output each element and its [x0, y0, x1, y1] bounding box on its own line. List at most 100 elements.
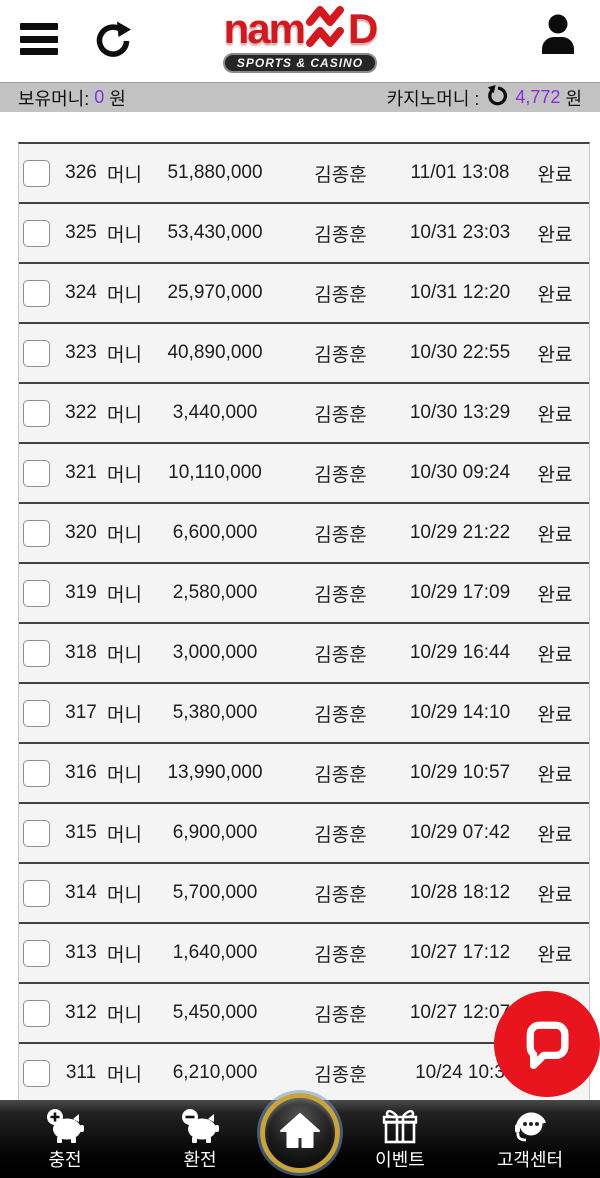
- row-amount: 13,990,000: [167, 762, 263, 783]
- nav-item-event[interactable]: 이벤트: [345, 1108, 455, 1172]
- logo-text-main: nam: [223, 5, 306, 52]
- row-status: 완료: [537, 224, 573, 246]
- row-name: 김종훈: [314, 1004, 367, 1026]
- row-number: 326: [65, 162, 97, 183]
- own-money-value: 0: [94, 87, 105, 107]
- refresh-icon[interactable]: [92, 20, 132, 60]
- row-type: 머니: [107, 1004, 142, 1026]
- row-amount: 10,110,000: [168, 462, 262, 483]
- row-check-cell: [19, 579, 61, 607]
- row-checkbox[interactable]: [23, 399, 50, 427]
- own-money: 보유머니: 0 원: [18, 85, 126, 111]
- nav-label-charge: 충전: [48, 1150, 82, 1170]
- user-profile-icon[interactable]: [538, 12, 578, 58]
- logo-badge: SPORTS & CASINO: [222, 53, 378, 73]
- row-type: 머니: [107, 584, 142, 606]
- table-row[interactable]: 316 머니 13,990,000 김종훈 10/29 10:57 완료: [19, 744, 589, 804]
- table-row[interactable]: 325 머니 53,430,000 김종훈 10/31 23:03 완료: [19, 204, 589, 264]
- casino-refresh-icon[interactable]: [486, 85, 508, 112]
- casino-money-label: 카지노머니 :: [386, 88, 480, 109]
- money-bar: 보유머니: 0 원 카지노머니 : 4,772 원: [0, 82, 600, 112]
- row-number: 324: [65, 282, 97, 303]
- row-number: 322: [65, 402, 97, 423]
- own-money-unit: 원: [109, 88, 126, 109]
- table-row[interactable]: 314 머니 5,700,000 김종훈 10/28 18:12 완료: [19, 864, 589, 924]
- header: nam D SPORTS & CASINO: [0, 0, 600, 82]
- table-row[interactable]: 317 머니 5,380,000 김종훈 10/29 14:10 완료: [19, 684, 589, 744]
- row-date: 10/29 17:09: [409, 582, 511, 603]
- row-checkbox[interactable]: [23, 519, 50, 547]
- row-checkbox[interactable]: [23, 579, 50, 607]
- row-status: 완료: [537, 284, 573, 306]
- row-type: 머니: [107, 404, 142, 426]
- site-logo[interactable]: nam D SPORTS & CASINO: [0, 5, 600, 73]
- row-checkbox[interactable]: [23, 1059, 50, 1087]
- headset-chat-icon: [475, 1108, 585, 1146]
- row-number: 320: [65, 522, 97, 543]
- row-name: 김종훈: [314, 164, 367, 186]
- table-row[interactable]: 324 머니 25,970,000 김종훈 10/31 12:20 완료: [19, 264, 589, 324]
- piggy-bank-minus-icon: [145, 1108, 255, 1146]
- row-date: 10/24 10:3: [415, 1062, 505, 1083]
- row-name: 김종훈: [314, 644, 367, 666]
- nav-item-customer-center[interactable]: 고객센터: [475, 1108, 585, 1172]
- table-row[interactable]: 320 머니 6,600,000 김종훈 10/29 21:22 완료: [19, 504, 589, 564]
- table-row[interactable]: 319 머니 2,580,000 김종훈 10/29 17:09 완료: [19, 564, 589, 624]
- row-checkbox[interactable]: [23, 759, 50, 787]
- row-checkbox[interactable]: [23, 939, 50, 967]
- logo-text-end: D: [348, 5, 378, 52]
- row-checkbox[interactable]: [23, 699, 50, 727]
- row-name: 김종훈: [314, 1064, 367, 1086]
- row-name: 김종훈: [314, 884, 367, 906]
- row-checkbox[interactable]: [23, 459, 50, 487]
- nav-item-charge[interactable]: 충전: [10, 1108, 120, 1172]
- row-checkbox[interactable]: [23, 639, 50, 667]
- chat-button[interactable]: [494, 991, 600, 1097]
- row-name: 김종훈: [314, 464, 367, 486]
- row-name: 김종훈: [314, 704, 367, 726]
- row-status: 완료: [537, 164, 573, 186]
- row-date: 10/30 09:24: [409, 462, 511, 483]
- casino-money-value: 4,772: [515, 87, 561, 107]
- casino-money: 카지노머니 : 4,772 원: [387, 84, 582, 111]
- row-date: 10/29 14:10: [409, 702, 511, 723]
- nav-label-customer-center: 고객센터: [496, 1150, 564, 1170]
- row-check-cell: [19, 819, 61, 847]
- table-row[interactable]: 321 머니 10,110,000 김종훈 10/30 09:24 완료: [19, 444, 589, 504]
- row-type: 머니: [107, 164, 142, 186]
- row-date: 10/31 23:03: [409, 222, 511, 243]
- row-check-cell: [19, 879, 61, 907]
- own-money-label: 보유머니:: [18, 88, 90, 109]
- row-name: 김종훈: [314, 344, 367, 366]
- row-amount: 5,450,000: [172, 1002, 258, 1023]
- nav-item-exchange[interactable]: 환전: [145, 1108, 255, 1172]
- table-row[interactable]: 326 머니 51,880,000 김종훈 11/01 13:08 완료: [19, 144, 589, 204]
- row-check-cell: [19, 1059, 61, 1087]
- home-button[interactable]: [260, 1093, 340, 1173]
- row-number: 314: [65, 882, 97, 903]
- chat-bubble-icon: [518, 1013, 576, 1076]
- row-check-cell: [19, 939, 61, 967]
- row-checkbox[interactable]: [23, 879, 50, 907]
- table-row[interactable]: 318 머니 3,000,000 김종훈 10/29 16:44 완료: [19, 624, 589, 684]
- table-row[interactable]: 315 머니 6,900,000 김종훈 10/29 07:42 완료: [19, 804, 589, 864]
- piggy-bank-plus-icon: [10, 1108, 120, 1146]
- menu-icon[interactable]: [20, 23, 58, 57]
- row-amount: 5,380,000: [172, 702, 258, 723]
- row-checkbox[interactable]: [23, 819, 50, 847]
- row-date: 10/29 21:22: [409, 522, 511, 543]
- gift-icon: [345, 1108, 455, 1146]
- row-checkbox[interactable]: [23, 279, 50, 307]
- row-type: 머니: [107, 524, 142, 546]
- row-checkbox[interactable]: [23, 999, 50, 1027]
- row-checkbox[interactable]: [23, 339, 50, 367]
- table-row[interactable]: 323 머니 40,890,000 김종훈 10/30 22:55 완료: [19, 324, 589, 384]
- row-name: 김종훈: [314, 824, 367, 846]
- table-row[interactable]: 322 머니 3,440,000 김종훈 10/30 13:29 완료: [19, 384, 589, 444]
- row-checkbox[interactable]: [23, 159, 50, 187]
- table-row[interactable]: 313 머니 1,640,000 김종훈 10/27 17:12 완료: [19, 924, 589, 984]
- row-status: 완료: [537, 944, 573, 966]
- row-checkbox[interactable]: [23, 219, 50, 247]
- row-status: 완료: [537, 524, 573, 546]
- row-check-cell: [19, 339, 61, 367]
